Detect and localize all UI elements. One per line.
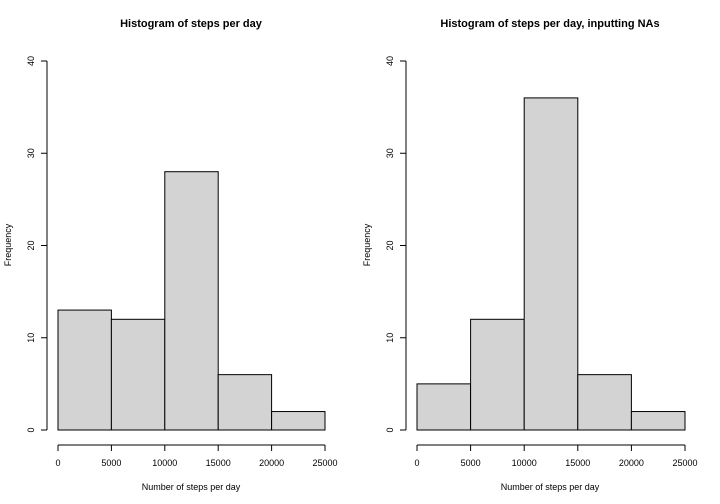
x-tick-label: 0: [55, 458, 60, 468]
chart-steps-per-day-inputting-nas: Histogram of steps per day, inputting NA…: [362, 18, 698, 492]
x-tick-label: 20000: [259, 458, 284, 468]
chart-title: Histogram of steps per day, inputting NA…: [440, 18, 659, 30]
histogram-bar: [416, 383, 472, 431]
histogram-bar: [110, 318, 166, 431]
y-axis-label: Frequency: [3, 223, 13, 266]
x-axis-label: Number of steps per day: [501, 482, 600, 492]
x-tick-label: 25000: [672, 458, 697, 468]
x-tick-label: 20000: [619, 458, 644, 468]
x-axis-label: Number of steps per day: [142, 482, 241, 492]
y-tick-label: 30: [385, 148, 395, 158]
x-tick-label: 10000: [512, 458, 537, 468]
y-tick-label: 30: [26, 148, 36, 158]
histogram-bar: [57, 309, 112, 431]
y-tick-label: 40: [26, 56, 36, 66]
y-tick-label: 10: [385, 333, 395, 343]
y-axis-label: Frequency: [362, 223, 372, 266]
x-tick-label: 25000: [312, 458, 337, 468]
histogram-bar: [523, 97, 579, 431]
y-tick-label: 0: [26, 427, 36, 432]
y-tick-label: 40: [385, 56, 395, 66]
x-tick-label: 15000: [206, 458, 231, 468]
y-tick-label: 10: [26, 333, 36, 343]
histogram-bar: [577, 374, 632, 431]
y-tick-label: 20: [385, 240, 395, 250]
chart-title: Histogram of steps per day: [120, 18, 263, 30]
x-tick-label: 15000: [565, 458, 590, 468]
x-tick-label: 0: [414, 458, 419, 468]
y-tick-label: 0: [385, 427, 395, 432]
histogram-bar: [470, 318, 525, 431]
x-tick-label: 5000: [101, 458, 121, 468]
histogram-bar: [164, 171, 219, 431]
y-tick-label: 20: [26, 240, 36, 250]
x-tick-label: 10000: [152, 458, 177, 468]
chart-steps-per-day: Histogram of steps per day Number of ste…: [3, 18, 338, 492]
x-tick-label: 5000: [461, 458, 481, 468]
histogram-bar: [217, 374, 273, 431]
histogram-bar: [271, 411, 326, 431]
histogram-bar: [630, 411, 686, 431]
